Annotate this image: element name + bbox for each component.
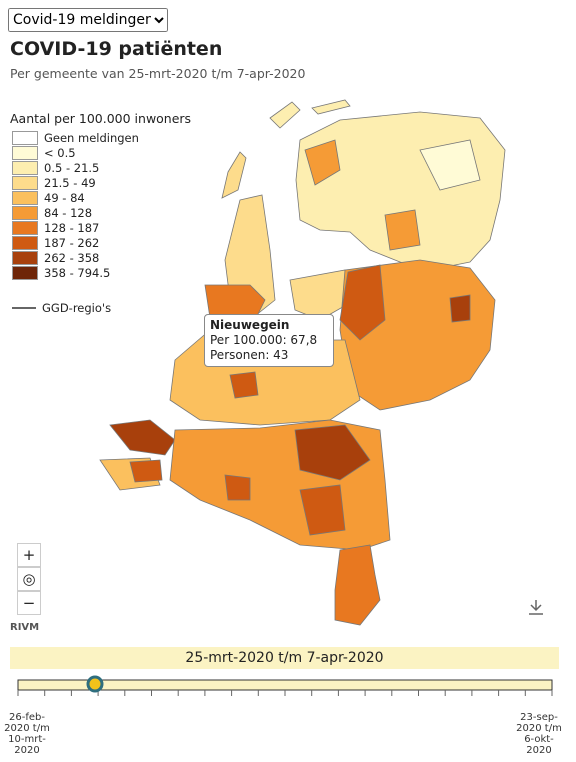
region (304, 139, 341, 186)
period-label: 25-mrt-2020 t/m 7-apr-2020 (10, 647, 559, 669)
legend-label: 0.5 - 21.5 (44, 161, 100, 175)
legend-label: 21.5 - 49 (44, 176, 96, 190)
legend-item: 358 - 794.5 (12, 266, 110, 280)
legend-swatch (12, 161, 38, 175)
region (109, 419, 176, 456)
layer-select[interactable]: Covid-19 meldingen (8, 8, 168, 32)
legend-item: 0.5 - 21.5 (12, 161, 99, 175)
slider-handle[interactable] (86, 675, 104, 693)
legend-region-line: GGD-regio's (12, 301, 111, 315)
tooltip-line: Per 100.000: 67,8 (210, 333, 318, 347)
zoom-out-button[interactable]: − (17, 591, 41, 615)
region (224, 474, 251, 501)
tooltip-title: Nieuwegein (210, 318, 290, 332)
legend-swatch (12, 236, 38, 250)
region (419, 139, 481, 191)
legend-swatch (12, 176, 38, 190)
region (449, 294, 471, 323)
legend-label: GGD-regio's (42, 301, 112, 315)
download-icon (529, 600, 543, 615)
region (129, 459, 163, 483)
zoom-in-button[interactable]: + (17, 543, 41, 567)
legend-swatch (12, 221, 38, 235)
tooltip: Nieuwegein Per 100.000: 67,8 Personen: 4… (204, 314, 334, 367)
legend-swatch (12, 266, 38, 280)
region (299, 484, 346, 536)
legend-item: < 0.5 (12, 146, 76, 160)
region (221, 151, 247, 199)
region (311, 99, 351, 115)
legend-item: 49 - 84 (12, 191, 85, 205)
legend-item: 128 - 187 (12, 221, 99, 235)
legend-item: 84 - 128 (12, 206, 92, 220)
locate-button[interactable]: ◎ (17, 567, 41, 591)
slider-start: 26-feb-2020 t/m 10-mrt-2020 (4, 712, 50, 756)
region (289, 269, 356, 321)
region (169, 419, 391, 551)
legend-label: Geen meldingen (44, 131, 139, 145)
tooltip-line: Personen: 43 (210, 348, 289, 362)
legend-item: 21.5 - 49 (12, 176, 96, 190)
legend-label: 187 - 262 (44, 236, 100, 250)
region (339, 264, 386, 341)
region (204, 284, 266, 321)
legend-label: 358 - 794.5 (44, 266, 111, 280)
legend-item: 187 - 262 (12, 236, 99, 250)
legend-label: 262 - 358 (44, 251, 100, 265)
region (229, 371, 259, 399)
legend-label: < 0.5 (44, 146, 76, 160)
legend-item: Geen meldingen (12, 131, 139, 145)
source: RIVM (10, 622, 40, 633)
time-slider (17, 675, 553, 696)
legend-swatch (12, 251, 38, 265)
legend-swatch (12, 146, 38, 160)
slider-end: 23-sep-2020 t/m 6-okt-2020 (516, 712, 562, 756)
legend-swatch (12, 191, 38, 205)
region (269, 101, 301, 129)
legend-item: 262 - 358 (12, 251, 99, 265)
subtitle: Per gemeente van 25-mrt-2020 t/m 7-apr-2… (10, 66, 306, 81)
region (294, 424, 371, 481)
legend-swatch (12, 131, 38, 145)
legend-title: Aantal per 100.000 inwoners (10, 111, 192, 126)
legend-label: 128 - 187 (44, 221, 100, 235)
legend-label: 49 - 84 (44, 191, 85, 205)
legend-label: 84 - 128 (44, 206, 93, 220)
legend-swatch (12, 206, 38, 220)
region (384, 209, 421, 251)
title: COVID-19 patiënten (10, 38, 223, 60)
region (334, 544, 381, 626)
